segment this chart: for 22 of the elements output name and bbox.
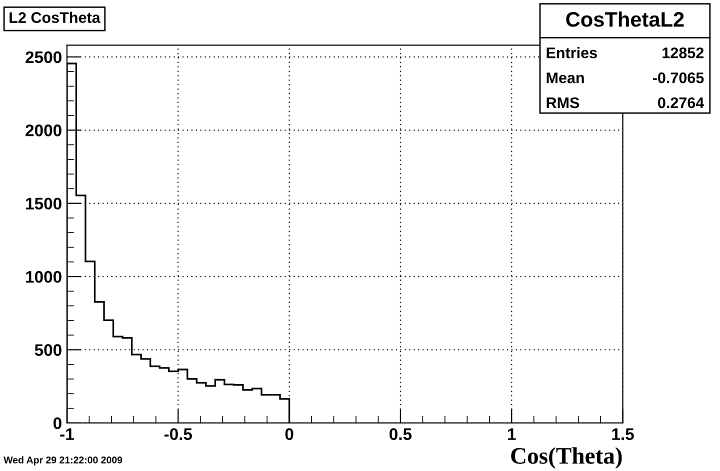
annotation: Mean: [546, 72, 584, 84]
x-tick-label: 0.5: [390, 428, 412, 440]
x-axis-title: Cos(Theta): [511, 447, 622, 469]
y-tick-label: 2000: [26, 124, 62, 136]
text: Wed Apr 29 21:22:00 2009: [4, 456, 122, 466]
text: 0.2764: [658, 97, 704, 108]
annotation: Entries: [546, 47, 597, 58]
text: CosThetaL2: [566, 11, 684, 27]
x-tick-label: 0: [285, 428, 294, 440]
text: 12852: [662, 47, 704, 58]
y-tick-label: 2500: [26, 51, 62, 64]
annotation: RMS: [546, 97, 580, 108]
text: -0.7065: [652, 72, 704, 84]
y-tick-label: 1500: [26, 198, 62, 210]
x-tick-label: 1.5: [612, 428, 634, 440]
x-tick-label: -0.5: [164, 428, 192, 440]
y-tick-label: 1000: [26, 270, 62, 283]
x-tick-label: 1: [508, 428, 516, 440]
chart-title: L2 CosTheta: [10, 12, 100, 23]
y-tick-label: 500: [34, 344, 62, 356]
y-tick-label: 0: [53, 417, 62, 430]
x-tick-label: -1: [60, 428, 74, 440]
